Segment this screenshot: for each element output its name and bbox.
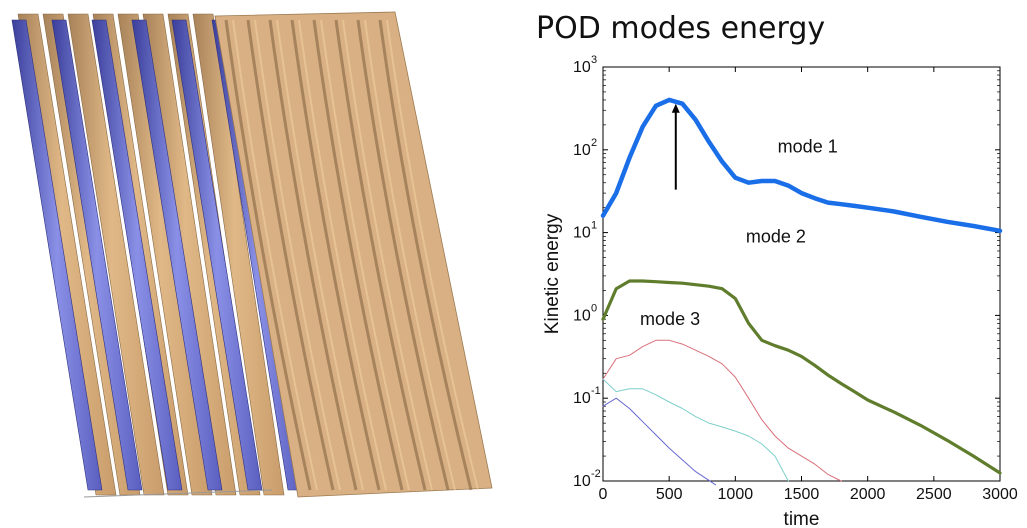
- y-tick-label-base: 10: [573, 59, 591, 76]
- series-line-1: [600, 97, 1003, 234]
- streak-highlight: [386, 19, 479, 491]
- streak-highlight: [320, 19, 410, 491]
- x-tick-label: 500: [656, 486, 683, 503]
- y-tick-label-base: 10: [573, 307, 591, 324]
- series-line-4: [602, 378, 789, 482]
- y-axis-label: Kinetic energy: [542, 213, 563, 334]
- x-tick-label: 1500: [784, 486, 820, 503]
- streak-fold: [356, 19, 450, 491]
- y-tick-label-base: 10: [573, 225, 591, 242]
- y-tick-label-base: 10: [573, 390, 591, 407]
- streak-highlight: [364, 19, 456, 491]
- series-line-3: [602, 339, 842, 482]
- series-line-2: [601, 279, 1002, 475]
- x-tick-label: 0: [599, 486, 608, 503]
- panel-streaks: [214, 11, 493, 498]
- vortex-tube: [131, 19, 223, 491]
- x-axis-label: time: [784, 509, 820, 528]
- y-tick-label-exp: 3: [591, 54, 597, 66]
- peak-arrowhead: [671, 103, 680, 113]
- x-tick-label: 3000: [982, 486, 1018, 503]
- y-tick-label-exp: 1: [591, 220, 597, 232]
- streak-fold: [334, 19, 427, 491]
- y-tick-label-exp: 0: [591, 302, 597, 314]
- x-tick-label: 2500: [916, 486, 952, 503]
- isosurface-visualization: [11, 11, 493, 498]
- x-tick-label: 2000: [850, 486, 886, 503]
- streak-sheet: [192, 13, 285, 496]
- streak-highlight: [232, 19, 318, 491]
- vortex-tube: [11, 19, 103, 491]
- data-series: [600, 97, 1003, 486]
- streak-highlight: [276, 19, 364, 491]
- streak-fold: [378, 19, 473, 491]
- streak-highlight: [254, 19, 341, 491]
- streak-fold: [224, 19, 312, 491]
- annotation-label: mode 2: [746, 226, 806, 246]
- streak-fold: [268, 19, 358, 491]
- streak-highlight: [298, 19, 387, 491]
- chart-title: POD modes energy: [536, 11, 825, 46]
- streak-fold: [246, 19, 335, 491]
- annotation-label: mode 3: [640, 309, 700, 329]
- y-tick-label-exp: -2: [591, 468, 601, 480]
- y-tick-label-exp: 2: [591, 137, 597, 149]
- streak-sheet: [67, 13, 165, 496]
- x-tick-label: 1000: [718, 486, 754, 503]
- streak-sheet: [117, 13, 213, 496]
- vortex-tube: [51, 19, 143, 491]
- pod-energy-chart: POD modes energy 0 500 1000 1500 2000 2500 300…: [536, 11, 1018, 528]
- streak-fold: [312, 19, 404, 491]
- vortex-tube: [91, 19, 183, 491]
- streak-highlight: [342, 19, 433, 491]
- annotation-label: mode 1: [778, 136, 838, 156]
- y-tick-label-base: 10: [573, 473, 591, 490]
- plot-frame: [602, 66, 1001, 482]
- y-tick-label-exp: -1: [591, 385, 601, 397]
- annotations: mode 1 mode 2 mode 3: [640, 103, 838, 329]
- streak-fold: [290, 19, 381, 491]
- series-line-5: [602, 397, 716, 486]
- y-tick-label-base: 10: [573, 142, 591, 159]
- panel-base-edge: [83, 489, 273, 498]
